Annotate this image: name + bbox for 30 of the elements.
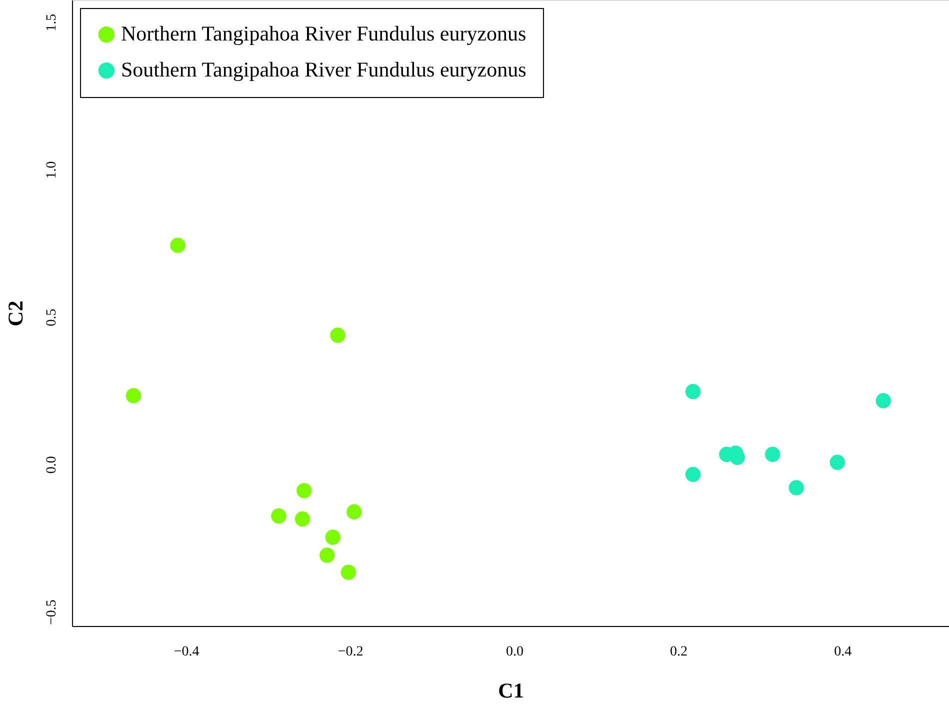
- point: [325, 530, 340, 545]
- point: [876, 393, 891, 408]
- point: [830, 454, 846, 470]
- x-tick-label: 0.4: [834, 644, 852, 660]
- point: [340, 564, 356, 580]
- y-axis-title: C2: [4, 300, 28, 326]
- point: [765, 446, 780, 462]
- point: [346, 504, 362, 520]
- point: [320, 548, 335, 563]
- point: [294, 511, 310, 527]
- legend-label: Northern Tangipahoa River Fundulus euryzonus: [121, 22, 526, 46]
- y-tick-label: 1.0: [44, 161, 60, 179]
- x-tick-label: −0.4: [174, 644, 200, 660]
- point: [788, 480, 804, 496]
- y-tick-label: −0.5: [44, 600, 60, 626]
- x-tick-label: 0.0: [506, 644, 524, 660]
- y-tick-label: 0.0: [44, 456, 60, 474]
- y-tick-label: 0.5: [44, 308, 60, 326]
- legend-label: Southern Tangipahoa River Fundulus euryzonus: [121, 58, 526, 82]
- point: [685, 384, 701, 400]
- point: [685, 466, 701, 482]
- point: [126, 388, 142, 404]
- y-tick-label: 1.5: [44, 14, 60, 32]
- x-tick-label: −0.2: [338, 644, 364, 660]
- point: [170, 238, 186, 253]
- x-tick-label: 0.2: [670, 644, 688, 660]
- point: [296, 483, 312, 498]
- point: [330, 328, 346, 343]
- point: [271, 508, 286, 524]
- x-axis-title: C1: [498, 678, 524, 702]
